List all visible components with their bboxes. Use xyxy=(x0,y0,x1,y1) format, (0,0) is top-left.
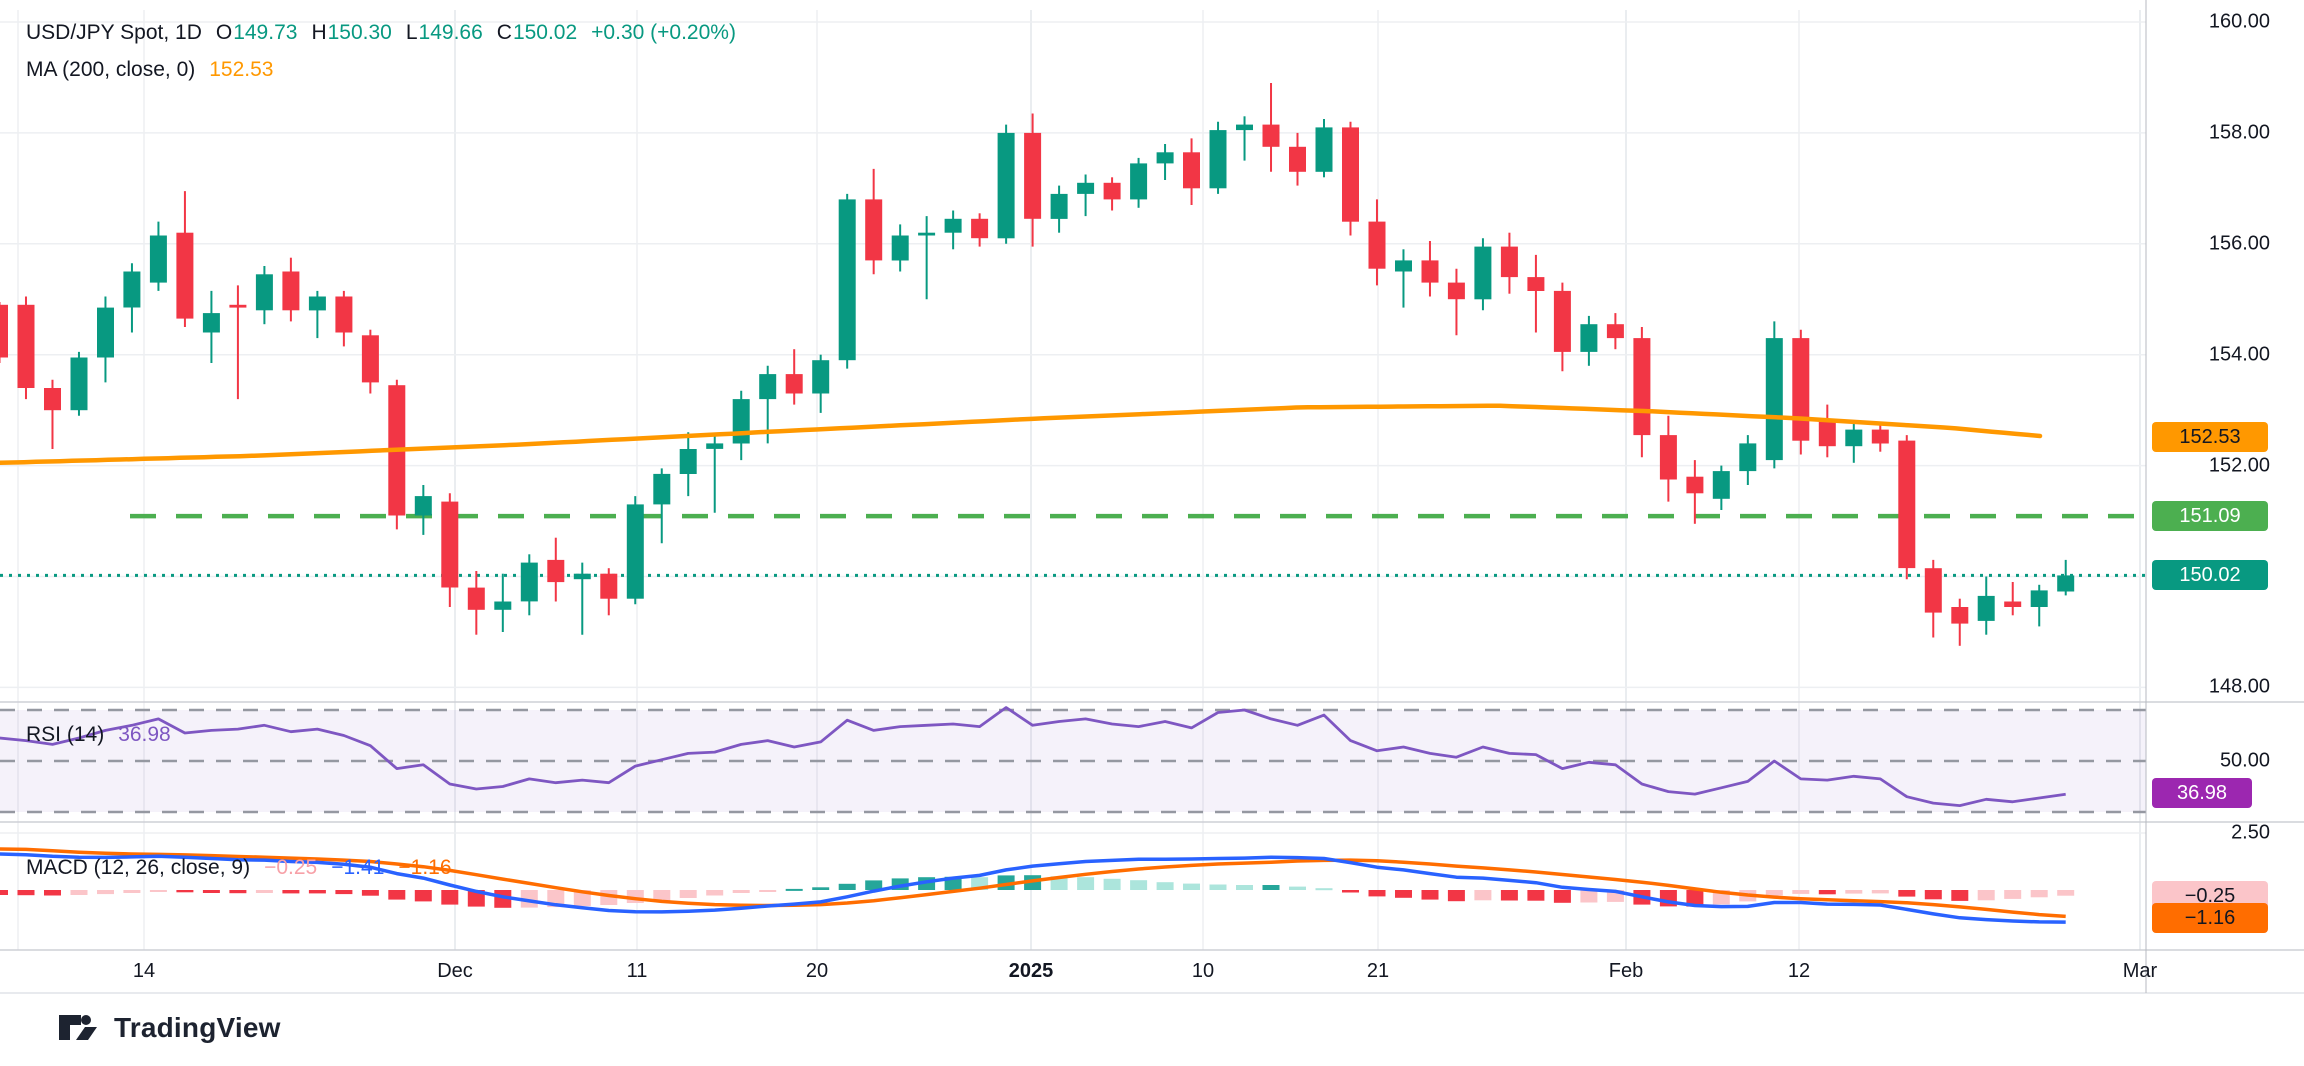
time-tick-label: 14 xyxy=(132,960,156,982)
macd-legend[interactable]: MACD (12, 26, close, 9) −0.25 −1.41 −1.1… xyxy=(26,855,452,881)
price-tick-label: 152.00 xyxy=(2208,454,2270,477)
price-tick-label: 50.00 xyxy=(2219,749,2270,772)
tradingview-logo-icon xyxy=(59,1015,97,1040)
price-change: +0.30 (+0.20%) xyxy=(591,21,736,44)
ma-legend[interactable]: MA (200, close, 0) 152.53 xyxy=(26,57,273,83)
price-tick-label: 156.00 xyxy=(2208,232,2270,255)
price-tick-label: 158.00 xyxy=(2208,121,2270,144)
time-tick-label: Dec xyxy=(437,960,473,982)
level-price-badge: 151.09 xyxy=(2152,501,2268,531)
last-price-badge: 150.02 xyxy=(2152,560,2268,590)
tradingview-watermark[interactable]: TradingView xyxy=(58,1012,281,1044)
macd-label: MACD (12, 26, close, 9) xyxy=(26,856,251,879)
rsi-legend[interactable]: RSI (14) 36.98 xyxy=(26,722,171,748)
symbol-legend[interactable]: USD/JPY Spot, 1D O 149.73 H 150.30 L 149.66… xyxy=(26,20,736,46)
time-tick-label: 12 xyxy=(1787,960,1811,982)
price-tick-label: 160.00 xyxy=(2208,10,2270,33)
macd-line-value: −1.41 xyxy=(331,856,385,879)
rsi-value: 36.98 xyxy=(118,723,171,746)
rsi-value-badge: 36.98 xyxy=(2152,778,2252,808)
macd-signal-badge: −1.16 xyxy=(2152,903,2268,933)
ohlc-low: L 149.66 xyxy=(405,21,483,44)
time-tick-label: Feb xyxy=(1608,960,1644,982)
time-tick-label: 11 xyxy=(626,960,648,982)
time-tick-label: 2025 xyxy=(1008,960,1054,982)
ohlc-close: C 150.02 xyxy=(496,21,578,44)
ohlc-open: O 149.73 xyxy=(215,21,298,44)
time-tick-label: Mar xyxy=(2122,960,2158,982)
ohlc-high: H 150.30 xyxy=(311,21,392,44)
symbol-title: USD/JPY Spot, 1D xyxy=(26,21,202,44)
price-tick-label: 2.50 xyxy=(2231,821,2270,844)
price-tick-label: 148.00 xyxy=(2208,675,2270,698)
ma-label: MA (200, close, 0) xyxy=(26,58,196,81)
macd-hist-value: −0.25 xyxy=(264,856,318,879)
price-tick-label: 154.00 xyxy=(2208,343,2270,366)
rsi-label: RSI (14) xyxy=(26,723,105,746)
time-tick-label: 21 xyxy=(1366,960,1390,982)
time-tick-label: 10 xyxy=(1191,960,1215,982)
macd-signal-value: −1.16 xyxy=(398,856,452,879)
tradingview-logo-text: TradingView xyxy=(114,1012,281,1043)
time-tick-label: 20 xyxy=(805,960,829,982)
ma-value: 152.53 xyxy=(209,58,274,81)
ma-price-badge: 152.53 xyxy=(2152,422,2268,452)
